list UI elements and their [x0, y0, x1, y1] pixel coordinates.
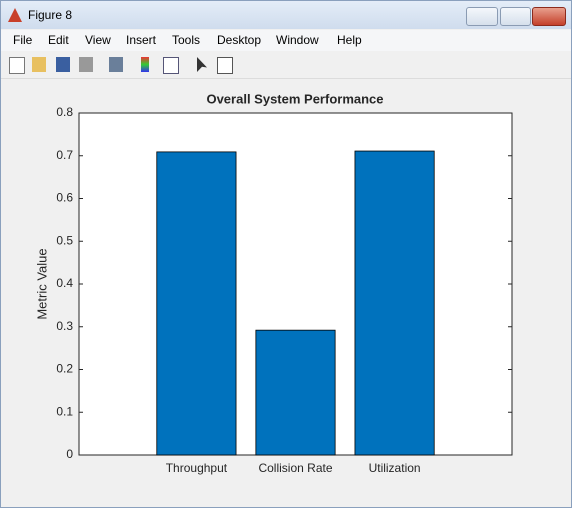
menu-item[interactable]: View	[85, 33, 111, 47]
menu-item[interactable]: Desktop	[217, 33, 262, 47]
y-axis-label: Metric Value	[34, 248, 49, 319]
save-icon[interactable]	[56, 57, 70, 72]
menu-item[interactable]: Insert	[126, 33, 157, 47]
colorbar-icon[interactable]	[141, 57, 149, 72]
app-icon	[8, 8, 22, 22]
y-tick-label: 0.8	[56, 105, 73, 119]
menu-item[interactable]: Window	[276, 33, 319, 47]
y-tick-label: 0.4	[56, 276, 73, 290]
x-tick-label: Collision Rate	[258, 461, 332, 475]
toolbar	[1, 52, 571, 79]
minimize-button[interactable]	[466, 7, 498, 26]
y-tick-label: 0.3	[56, 319, 73, 333]
property-icon[interactable]	[217, 57, 233, 74]
menu-bar: File Edit View Insert Tools Desktop Window Help	[1, 30, 571, 51]
menu-item[interactable]: Tools	[172, 33, 201, 47]
y-tick-label: 0	[66, 447, 73, 461]
print-icon[interactable]	[79, 57, 93, 72]
y-tick-label: 0.6	[56, 191, 73, 205]
window-title: Figure 8	[28, 8, 73, 22]
close-button[interactable]	[532, 7, 566, 26]
new-icon[interactable]	[9, 57, 25, 74]
bar	[156, 151, 237, 456]
legend-icon[interactable]	[163, 57, 179, 74]
menu-item[interactable]: Help	[337, 33, 362, 47]
link-icon[interactable]	[109, 57, 123, 72]
bar	[354, 150, 435, 456]
title-bar: Figure 8	[1, 1, 571, 29]
x-tick-label: Utilization	[369, 461, 421, 475]
y-tick-label: 0.7	[56, 148, 73, 162]
chart-title: Overall System Performance	[206, 91, 383, 106]
y-tick-label: 0.2	[56, 362, 73, 376]
open-icon[interactable]	[32, 57, 46, 72]
menu-item[interactable]: Edit	[48, 33, 69, 47]
y-tick-label: 0.1	[56, 404, 73, 418]
pointer-icon[interactable]	[197, 57, 207, 72]
menu-item[interactable]: File	[13, 33, 33, 47]
x-tick-label: Throughput	[166, 461, 228, 475]
bar	[255, 329, 336, 456]
maximize-button[interactable]	[500, 7, 531, 26]
y-tick-label: 0.5	[56, 233, 73, 247]
